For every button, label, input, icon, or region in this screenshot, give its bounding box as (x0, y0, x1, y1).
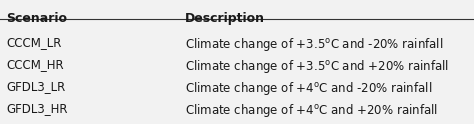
Text: Description: Description (185, 12, 265, 25)
Text: Climate change of +4$^{\mathrm{o}}$C and +20% rainfall: Climate change of +4$^{\mathrm{o}}$C and… (185, 102, 438, 119)
Text: Climate change of +3.5$^{\mathrm{o}}$C and +20% rainfall: Climate change of +3.5$^{\mathrm{o}}$C a… (185, 58, 449, 75)
Text: Climate change of +3.5$^{\mathrm{o}}$C and -20% rainfall: Climate change of +3.5$^{\mathrm{o}}$C a… (185, 36, 444, 53)
Text: CCCM_LR: CCCM_LR (6, 36, 61, 49)
Text: CCCM_HR: CCCM_HR (6, 58, 64, 71)
Text: GFDL3_HR: GFDL3_HR (6, 102, 67, 115)
Text: Climate change of +4$^{\mathrm{o}}$C and -20% rainfall: Climate change of +4$^{\mathrm{o}}$C and… (185, 80, 432, 97)
Text: GFDL3_LR: GFDL3_LR (6, 80, 65, 93)
Text: Scenario: Scenario (6, 12, 67, 25)
